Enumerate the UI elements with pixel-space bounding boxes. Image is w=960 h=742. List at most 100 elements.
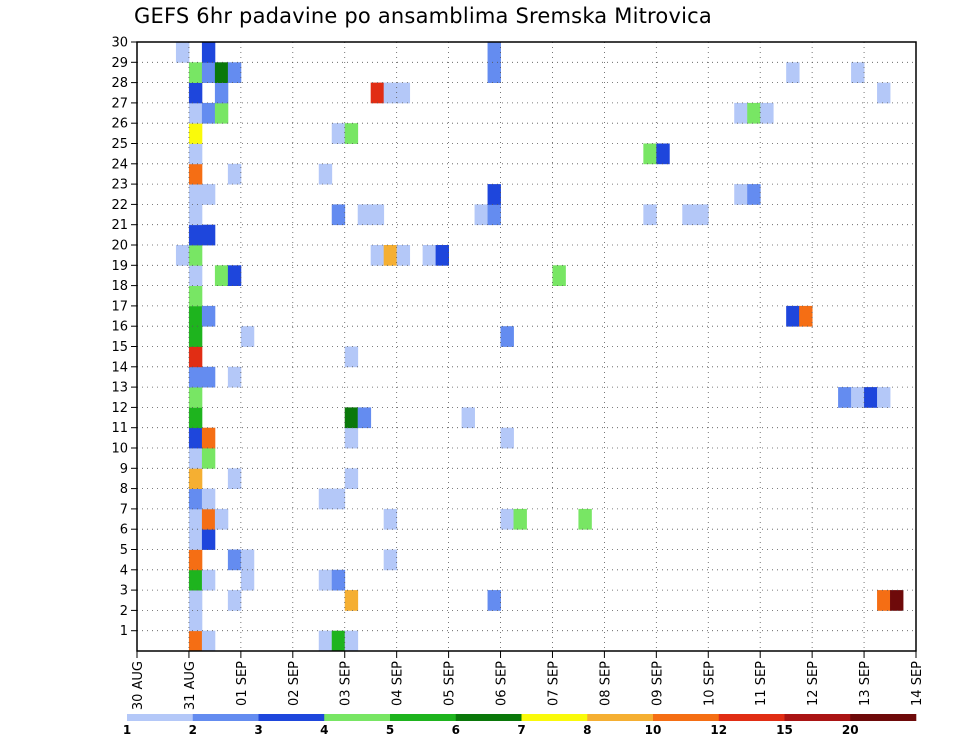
heat-cell (188, 610, 203, 632)
heat-cell (188, 82, 203, 104)
heat-cell (344, 427, 359, 449)
heat-cell (851, 387, 865, 408)
y-tick-label: 6 (120, 523, 128, 538)
colorbar-label: 3 (254, 723, 262, 737)
y-tick-label: 14 (111, 360, 128, 375)
y-tick-label: 22 (111, 198, 128, 213)
heat-cell (383, 82, 398, 104)
colorbar-label: 15 (776, 723, 793, 737)
x-tick-label: 10 SEP (702, 661, 717, 706)
x-tick-label: 14 SEP (910, 661, 925, 706)
x-tick-label: 04 SEP (391, 661, 406, 706)
heat-cell (383, 549, 398, 571)
heat-cell (201, 630, 216, 652)
colorbar-segment (324, 714, 391, 721)
y-tick-label: 20 (111, 239, 128, 254)
heat-cell (201, 488, 216, 510)
y-tick-label: 26 (111, 117, 128, 132)
y-tick-label: 10 (111, 442, 128, 457)
heat-cell (786, 305, 800, 327)
heat-cell (435, 245, 449, 266)
heat-cell (318, 569, 333, 591)
heat-cell (188, 224, 203, 246)
y-tick-label: 27 (111, 96, 128, 111)
y-tick-label: 29 (111, 56, 128, 71)
y-tick-label: 17 (111, 299, 128, 314)
heat-cell (786, 62, 800, 83)
heat-cell (487, 42, 501, 63)
heat-cell (175, 42, 190, 63)
colorbar-segment (258, 714, 325, 721)
x-tick-label: 05 SEP (443, 661, 458, 706)
heat-cell (344, 630, 359, 652)
x-tick-label: 01 SEP (235, 661, 250, 706)
heat-cell (201, 184, 216, 205)
heat-cell (201, 366, 216, 388)
heat-cell (890, 590, 904, 611)
heat-cell (370, 204, 385, 226)
heat-cell (838, 387, 852, 408)
y-tick-label: 1 (120, 624, 128, 639)
heat-cell (383, 508, 398, 530)
heat-cell (188, 62, 203, 83)
colorbar-segment (718, 714, 785, 721)
heat-cell (188, 326, 203, 347)
heat-cell (318, 163, 333, 185)
colorbar-segment (192, 714, 259, 721)
heat-cell (201, 102, 216, 124)
x-axis: 30 AUG 31 AUG 01 SEP 02 SEP 03 SEP 04 SEP 05 S… (131, 651, 925, 710)
y-tick-label: 30 (111, 36, 128, 51)
heat-cell (643, 204, 657, 226)
y-tick-label: 13 (111, 381, 128, 396)
heat-cell (188, 366, 203, 388)
heat-cell (227, 62, 242, 83)
heat-cell (201, 569, 216, 591)
heat-cell (383, 245, 398, 266)
heat-cell (214, 508, 229, 530)
heat-cell (487, 590, 501, 611)
heat-cell (188, 285, 203, 307)
colorbar-label: 6 (452, 723, 460, 737)
heat-cell (188, 123, 203, 144)
y-tick-label: 5 (120, 543, 128, 558)
y-tick-label: 8 (120, 482, 128, 497)
colorbar-label: 2 (189, 723, 197, 737)
heat-cell (188, 265, 203, 286)
y-tick-label: 28 (111, 76, 128, 91)
heat-cell (318, 488, 333, 510)
colorbar-segment (455, 714, 522, 721)
heat-cell (331, 123, 346, 144)
heat-cell (357, 407, 372, 429)
colorbar-label: 10 (645, 723, 662, 737)
colorbar: 1 2 3 4 5 6 7 8 10 12 15 20 (123, 714, 917, 737)
heat-cell (188, 204, 203, 226)
heat-cell (227, 549, 242, 571)
heat-cell (344, 407, 359, 429)
y-tick-label: 9 (120, 462, 128, 477)
y-tick-label: 19 (111, 259, 128, 274)
heat-cell (552, 265, 566, 286)
heat-cell (201, 448, 216, 469)
heat-cell (500, 508, 514, 530)
colorbar-segment (390, 714, 457, 721)
colorbar-segment (653, 714, 720, 721)
heat-cell (188, 102, 203, 124)
heat-cell (877, 590, 891, 611)
heat-cell (214, 102, 229, 124)
colorbar-label: 8 (583, 723, 591, 737)
heat-cell (851, 62, 865, 83)
heat-cell (461, 407, 475, 429)
heat-cell (227, 468, 242, 489)
colorbar-segment (521, 714, 588, 721)
heat-cell (188, 590, 203, 611)
heat-cell (695, 204, 709, 226)
heat-cell (201, 427, 216, 449)
heat-cell (227, 366, 242, 388)
heat-cell (643, 143, 657, 165)
heat-cell (357, 204, 372, 226)
x-tick-label: 12 SEP (806, 661, 821, 706)
x-tick-label: 13 SEP (858, 661, 873, 706)
heat-cell (513, 508, 527, 530)
x-tick-label: 07 SEP (546, 661, 561, 706)
